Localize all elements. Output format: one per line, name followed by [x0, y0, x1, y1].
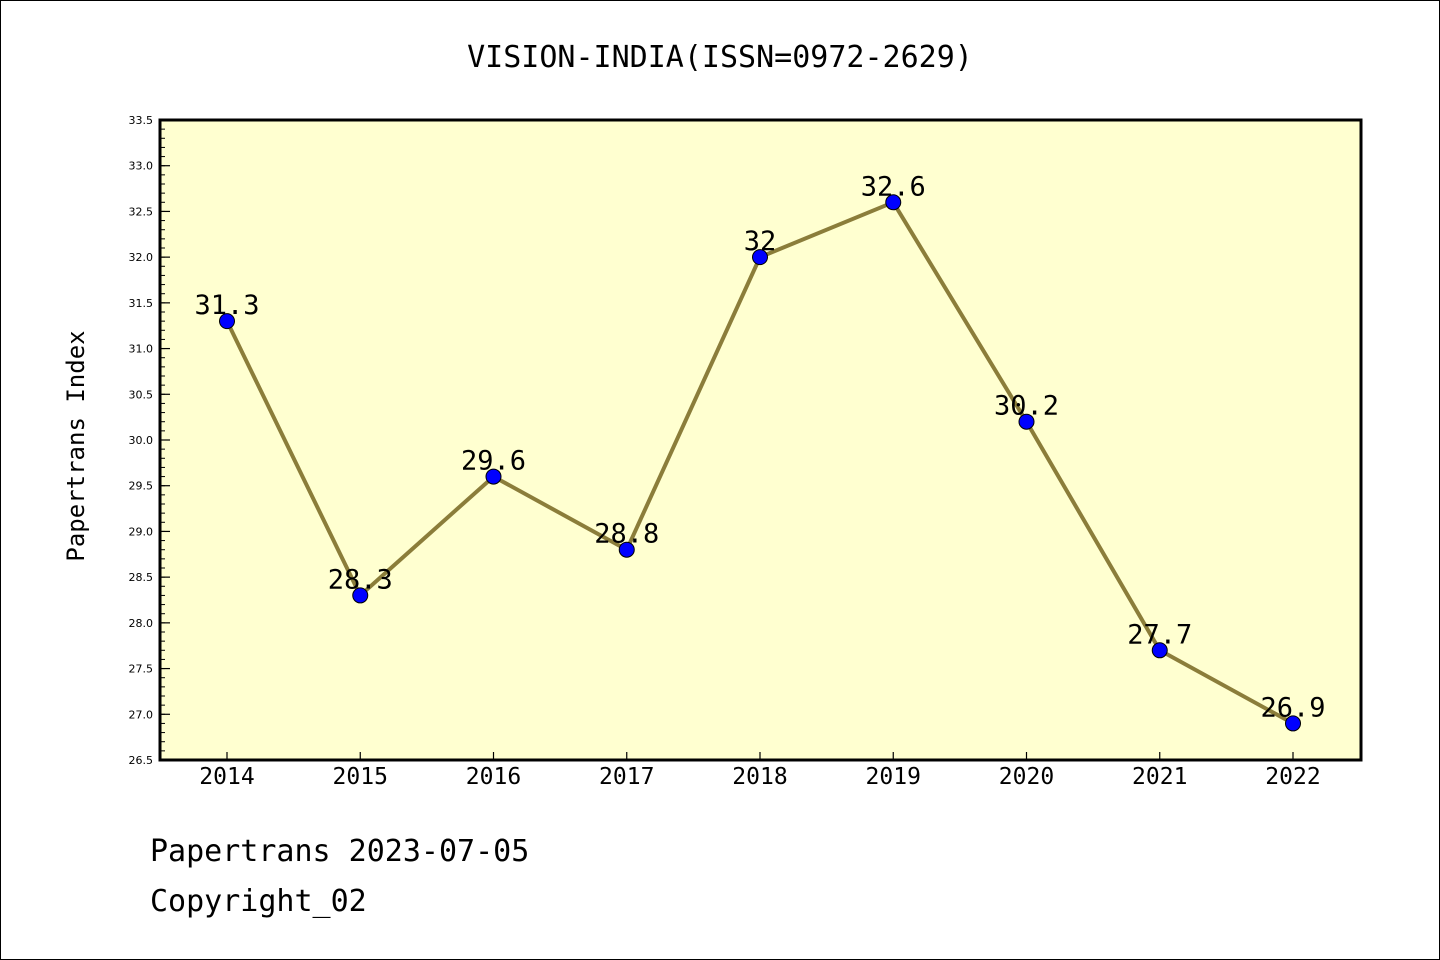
y-tick-label: 32.5	[129, 205, 154, 218]
data-point	[752, 249, 768, 266]
data-point	[219, 313, 235, 330]
data-point	[1285, 715, 1301, 732]
x-tick-label: 2014	[199, 764, 254, 790]
plot-border	[158, 118, 1363, 762]
y-tick-label: 29.5	[129, 480, 154, 493]
data-point	[885, 194, 902, 211]
data-label: 30.2	[994, 391, 1059, 422]
data-label: 29.6	[461, 446, 526, 477]
chart-title: VISION-INDIA(ISSN=0972-2629)	[467, 40, 973, 75]
x-tick-label: 2018	[732, 764, 787, 790]
y-tick-label: 31.0	[129, 343, 154, 356]
y-tick-label: 33.5	[129, 114, 154, 127]
y-tick-label: 27.0	[129, 708, 154, 721]
y-tick-label: 31.5	[129, 297, 154, 310]
data-label: 31.3	[194, 290, 259, 321]
data-point	[618, 541, 635, 558]
y-tick-label: 26.5	[129, 754, 154, 767]
x-tick-label: 2015	[333, 764, 388, 790]
data-label: 27.7	[1127, 619, 1192, 650]
y-tick-label: 29.0	[129, 525, 154, 538]
y-tick-label: 28.0	[129, 617, 154, 630]
y-tick-label: 30.5	[129, 388, 154, 401]
y-tick-label: 33.0	[129, 160, 154, 173]
data-point	[485, 468, 502, 485]
y-tick-label: 28.5	[129, 571, 154, 584]
x-tick-label: 2016	[466, 764, 521, 790]
data-label: 28.8	[594, 519, 659, 550]
data-point	[1018, 413, 1035, 430]
data-point	[352, 587, 369, 604]
data-label: 32	[744, 226, 777, 257]
x-tick-label: 2022	[1265, 764, 1320, 790]
x-tick-label: 2020	[999, 764, 1054, 790]
footer-copyright-text: Copyright_02	[150, 884, 367, 919]
data-label: 26.9	[1260, 692, 1325, 723]
x-tick-label: 2017	[599, 764, 654, 790]
y-tick-label: 30.0	[129, 434, 154, 447]
data-label: 32.6	[861, 171, 926, 202]
plot-area: 26.5 27.0 27.5 28.0 28.5 29.0 29.5 30.0 30.5 31.0…	[129, 114, 1363, 790]
y-axis-label: Papertrans Index	[62, 330, 90, 561]
y-tick-label: 32.0	[129, 251, 154, 264]
x-tick-label: 2019	[866, 764, 921, 790]
footer-date-text: Papertrans 2023-07-05	[150, 834, 530, 869]
y-tick-label: 27.5	[129, 663, 154, 676]
x-tick-label: 2021	[1132, 764, 1187, 790]
data-label: 28.3	[328, 564, 393, 595]
data-point	[1151, 642, 1168, 659]
